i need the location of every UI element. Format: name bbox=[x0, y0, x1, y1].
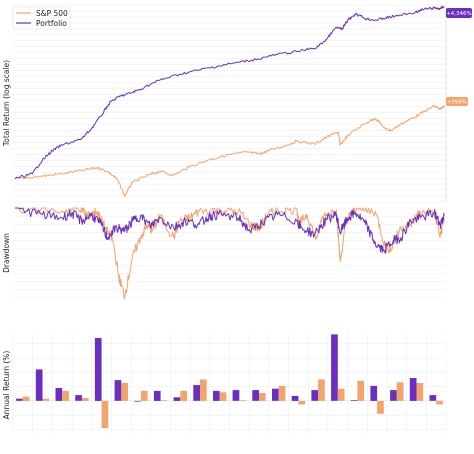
total-return-series-portfolio bbox=[14, 5, 445, 180]
bar-portfolio-2020 bbox=[331, 334, 338, 401]
sp500-end-label: +398% bbox=[447, 100, 467, 106]
annual-return-panel: Annual Return (%) bbox=[2, 333, 447, 433]
bar-s-p-500-2007 bbox=[81, 398, 89, 401]
bar-portfolio-2011 bbox=[153, 390, 161, 401]
bar-portfolio-2007 bbox=[75, 395, 82, 401]
bar-portfolio-2018 bbox=[291, 395, 299, 401]
portfolio-end-badge-bg bbox=[446, 8, 472, 18]
sp500-end-badge-bg bbox=[446, 97, 468, 106]
bar-s-p-500-2005 bbox=[42, 398, 50, 401]
bar-s-p-500-2017 bbox=[278, 385, 286, 401]
bar-s-p-500-2021 bbox=[357, 380, 365, 401]
total-return-grid bbox=[13, 4, 446, 203]
total-return-panel: Total Return (log scale) S&P 500 Portfol… bbox=[2, 4, 472, 203]
portfolio-end-label: +4,346% bbox=[446, 11, 472, 17]
drawdown-series-portfolio bbox=[15, 207, 445, 254]
legend-label-portfolio: Portfolio bbox=[36, 19, 67, 28]
bar-portfolio-2006 bbox=[55, 388, 63, 401]
bar-s-p-500-2006 bbox=[62, 390, 69, 401]
bar-s-p-500-2020 bbox=[337, 388, 345, 401]
bar-portfolio-2025 bbox=[429, 395, 437, 401]
bar-portfolio-2017 bbox=[272, 388, 279, 401]
bar-portfolio-2023 bbox=[390, 390, 397, 401]
bar-s-p-500-2013 bbox=[200, 379, 207, 401]
total-return-lines bbox=[14, 5, 445, 197]
portfolio-end-badge: +4,346% bbox=[446, 8, 472, 18]
bar-portfolio-2008 bbox=[94, 338, 102, 401]
bar-s-p-500-2019 bbox=[318, 379, 325, 401]
bar-s-p-500-2022 bbox=[377, 400, 384, 414]
bar-portfolio-2019 bbox=[311, 390, 319, 401]
total-return-ylabel: Total Return (log scale) bbox=[2, 60, 11, 147]
bar-s-p-500-2014 bbox=[219, 392, 227, 401]
bar-s-p-500-2024 bbox=[416, 383, 424, 401]
bar-s-p-500-2018 bbox=[298, 400, 306, 405]
bar-portfolio-2022 bbox=[370, 385, 378, 401]
legend-label-sp500: S&P 500 bbox=[36, 9, 68, 18]
bar-portfolio-2024 bbox=[409, 378, 417, 401]
drawdown-panel: Drawdown bbox=[2, 207, 446, 300]
bar-s-p-500-2023 bbox=[396, 382, 404, 401]
bar-portfolio-2021 bbox=[350, 400, 358, 401]
bar-s-p-500-2016 bbox=[259, 393, 266, 401]
total-return-series-s-p-500 bbox=[14, 104, 445, 197]
bar-portfolio-2014 bbox=[213, 390, 220, 401]
bar-s-p-500-2009 bbox=[121, 383, 128, 401]
bar-portfolio-2012 bbox=[173, 397, 181, 401]
bar-s-p-500-2010 bbox=[140, 390, 148, 401]
bar-portfolio-2004 bbox=[16, 398, 23, 401]
bar-portfolio-2009 bbox=[114, 380, 122, 401]
bar-s-p-500-2012 bbox=[180, 390, 187, 401]
annual-return-ylabel: Annual Return (%) bbox=[2, 351, 11, 420]
legend: S&P 500 Portfolio bbox=[12, 6, 71, 30]
bar-s-p-500-2015 bbox=[239, 400, 246, 401]
bar-portfolio-2005 bbox=[35, 369, 43, 401]
bar-portfolio-2015 bbox=[232, 390, 240, 401]
annual-return-bars bbox=[16, 334, 443, 428]
bar-portfolio-2013 bbox=[193, 385, 200, 401]
bar-portfolio-2010 bbox=[134, 400, 141, 402]
bar-s-p-500-2008 bbox=[101, 400, 109, 428]
bar-portfolio-2016 bbox=[252, 390, 259, 401]
sp500-end-badge: +398% bbox=[446, 97, 468, 106]
bar-s-p-500-2025 bbox=[436, 400, 443, 405]
drawdown-lines bbox=[15, 207, 445, 300]
drawdown-ylabel: Drawdown bbox=[2, 233, 11, 273]
drawdown-grid bbox=[13, 207, 446, 299]
bar-s-p-500-2004 bbox=[22, 396, 30, 401]
bar-s-p-500-2011 bbox=[160, 400, 168, 401]
